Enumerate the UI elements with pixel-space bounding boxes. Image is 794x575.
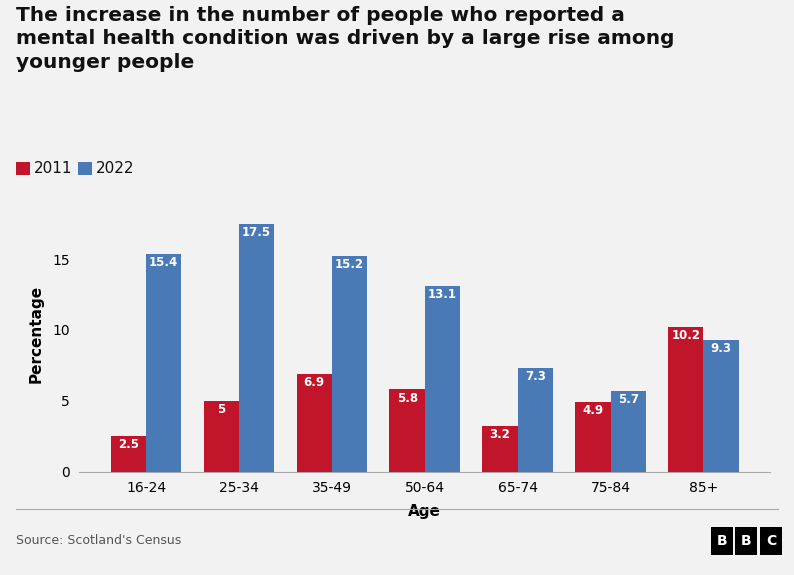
Text: 15.4: 15.4 <box>149 256 179 269</box>
Text: 6.9: 6.9 <box>303 376 325 389</box>
Bar <box>332 256 367 471</box>
Text: 7.3: 7.3 <box>525 370 545 384</box>
Bar <box>146 254 181 472</box>
Text: The increase in the number of people who reported a
mental health condition was : The increase in the number of people who… <box>16 6 674 72</box>
Text: 2022: 2022 <box>96 161 134 176</box>
Text: 5: 5 <box>218 403 225 416</box>
Text: 5.8: 5.8 <box>396 392 418 405</box>
Text: 10.2: 10.2 <box>672 329 700 342</box>
Text: B: B <box>741 534 752 548</box>
Bar <box>518 368 553 471</box>
Text: 15.2: 15.2 <box>335 259 364 271</box>
Text: 17.5: 17.5 <box>242 226 272 239</box>
Text: B: B <box>716 534 727 548</box>
Bar <box>703 340 738 472</box>
Bar <box>576 402 611 471</box>
Text: 9.3: 9.3 <box>711 342 731 355</box>
Text: 5.7: 5.7 <box>618 393 638 406</box>
Bar <box>390 389 425 472</box>
Bar <box>111 436 146 472</box>
Bar <box>611 391 646 471</box>
Text: 2.5: 2.5 <box>118 438 139 451</box>
Text: 13.1: 13.1 <box>428 288 457 301</box>
Text: Source: Scotland's Census: Source: Scotland's Census <box>16 534 181 547</box>
Text: 3.2: 3.2 <box>490 428 511 442</box>
Text: 2011: 2011 <box>34 161 72 176</box>
Y-axis label: Percentage: Percentage <box>29 285 44 382</box>
Bar <box>297 374 332 471</box>
Bar <box>669 327 703 471</box>
Bar <box>483 426 518 471</box>
Bar <box>204 401 239 472</box>
Bar <box>425 286 460 472</box>
X-axis label: Age: Age <box>408 504 441 519</box>
Text: 4.9: 4.9 <box>582 404 603 417</box>
Text: C: C <box>766 534 776 548</box>
Bar <box>239 224 274 472</box>
